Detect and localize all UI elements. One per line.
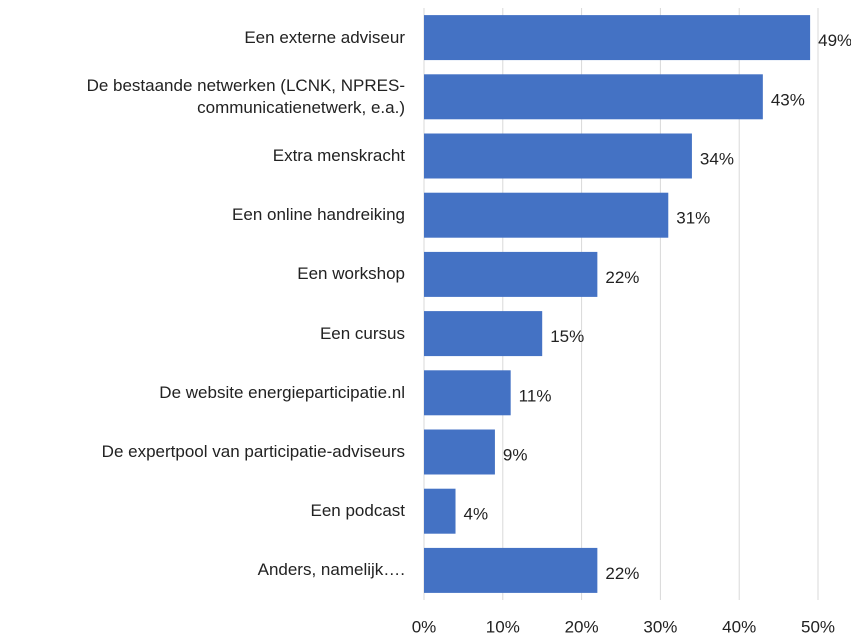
value-label: 22% — [605, 268, 639, 287]
value-label: 15% — [550, 327, 584, 346]
bar — [424, 370, 511, 416]
x-tick-label: 0% — [412, 617, 437, 636]
bar — [424, 133, 692, 179]
value-label: 49% — [818, 31, 851, 50]
category-label: Een workshop — [297, 264, 405, 284]
category-label: Een podcast — [310, 501, 405, 521]
category-label: Een cursus — [319, 323, 405, 343]
value-label: 22% — [605, 564, 639, 583]
bar — [424, 192, 669, 238]
value-label: 31% — [676, 209, 710, 228]
bar — [424, 74, 763, 120]
category-label: Een externe adviseur — [244, 27, 405, 47]
value-label: 4% — [464, 505, 489, 524]
x-tick-label: 20% — [565, 617, 599, 636]
value-label: 34% — [700, 149, 734, 168]
category-label: Een online handreiking — [232, 205, 405, 225]
category-label: De website energieparticipatie.nl — [159, 382, 405, 402]
bar — [424, 311, 543, 357]
category-label: De expertpool van participatie-adviseurs — [101, 442, 405, 461]
x-tick-label: 30% — [643, 617, 677, 636]
value-label: 9% — [503, 445, 528, 464]
bar — [424, 429, 495, 475]
bar — [424, 251, 598, 297]
value-label: 11% — [519, 386, 552, 405]
bar — [424, 547, 598, 593]
value-label: 43% — [771, 90, 805, 109]
x-tick-label: 50% — [801, 617, 835, 636]
bar — [424, 488, 456, 534]
x-tick-label: 10% — [486, 617, 520, 636]
category-label: Extra menskracht — [272, 146, 405, 165]
bar — [424, 15, 811, 61]
category-label: Anders, namelijk…. — [257, 560, 405, 580]
x-tick-label: 40% — [722, 617, 756, 636]
category-label: De bestaande netwerken (LCNK, NPRES-comm… — [86, 75, 405, 117]
